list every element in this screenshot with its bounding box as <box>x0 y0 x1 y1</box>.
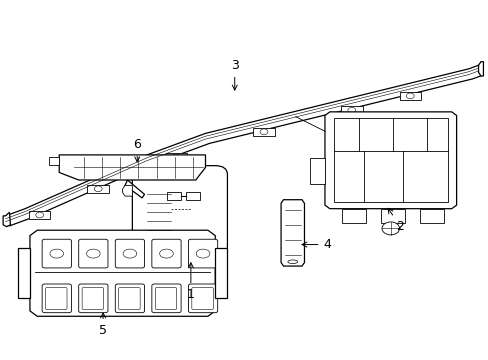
FancyBboxPatch shape <box>191 288 213 310</box>
Circle shape <box>36 212 43 218</box>
FancyBboxPatch shape <box>82 288 103 310</box>
Circle shape <box>347 107 355 113</box>
Polygon shape <box>478 62 483 76</box>
Polygon shape <box>310 158 325 184</box>
Polygon shape <box>165 153 186 161</box>
Polygon shape <box>5 65 482 226</box>
Ellipse shape <box>287 260 297 264</box>
Text: 5: 5 <box>99 313 107 337</box>
Polygon shape <box>185 192 199 200</box>
FancyBboxPatch shape <box>152 284 181 313</box>
Polygon shape <box>215 248 227 298</box>
Text: 3: 3 <box>230 59 238 90</box>
Polygon shape <box>18 248 30 298</box>
Text: 1: 1 <box>186 263 194 301</box>
Polygon shape <box>325 112 456 209</box>
FancyBboxPatch shape <box>79 284 108 313</box>
FancyBboxPatch shape <box>155 288 176 310</box>
Polygon shape <box>29 211 50 220</box>
FancyBboxPatch shape <box>45 288 67 310</box>
FancyBboxPatch shape <box>188 284 217 313</box>
FancyBboxPatch shape <box>42 284 71 313</box>
Polygon shape <box>380 209 405 223</box>
Polygon shape <box>399 92 420 100</box>
FancyBboxPatch shape <box>42 239 71 268</box>
Polygon shape <box>333 118 447 202</box>
FancyBboxPatch shape <box>115 284 144 313</box>
Circle shape <box>381 222 399 235</box>
Circle shape <box>94 186 102 192</box>
Polygon shape <box>253 128 274 136</box>
Polygon shape <box>340 107 362 115</box>
FancyBboxPatch shape <box>119 288 140 310</box>
Circle shape <box>406 93 413 99</box>
Text: 6: 6 <box>133 138 141 162</box>
Polygon shape <box>341 209 366 223</box>
Ellipse shape <box>50 249 63 258</box>
Polygon shape <box>30 230 215 316</box>
FancyBboxPatch shape <box>115 239 144 268</box>
FancyBboxPatch shape <box>132 166 227 255</box>
FancyBboxPatch shape <box>188 239 217 268</box>
Polygon shape <box>419 209 444 223</box>
Text: 2: 2 <box>387 208 404 233</box>
Ellipse shape <box>159 249 173 258</box>
Polygon shape <box>49 157 59 165</box>
Circle shape <box>172 154 180 160</box>
Polygon shape <box>125 180 144 198</box>
Polygon shape <box>59 155 205 180</box>
Circle shape <box>260 129 267 135</box>
Ellipse shape <box>86 249 100 258</box>
Ellipse shape <box>123 249 137 258</box>
FancyBboxPatch shape <box>152 239 181 268</box>
Ellipse shape <box>196 249 209 258</box>
Polygon shape <box>87 185 109 193</box>
Text: 4: 4 <box>302 238 331 251</box>
Polygon shape <box>122 185 132 196</box>
FancyBboxPatch shape <box>79 239 108 268</box>
Polygon shape <box>3 212 10 226</box>
Polygon shape <box>281 200 304 266</box>
Polygon shape <box>167 192 181 200</box>
